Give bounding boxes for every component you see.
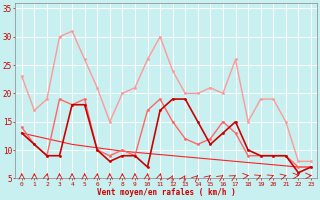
X-axis label: Vent moyen/en rafales ( km/h ): Vent moyen/en rafales ( km/h ) xyxy=(97,188,236,197)
